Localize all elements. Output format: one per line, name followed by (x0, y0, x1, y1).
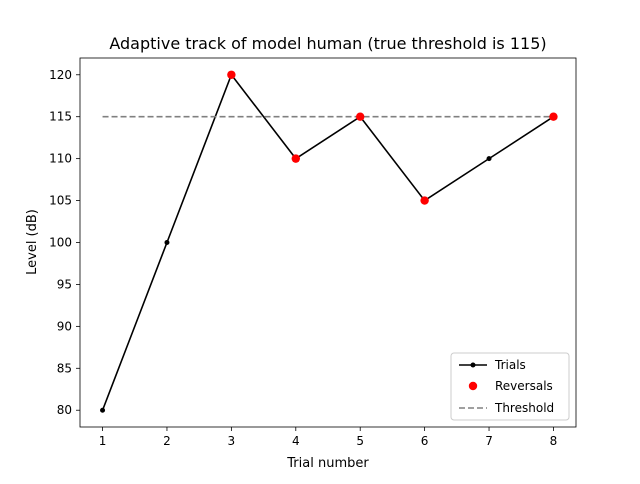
x-tick-label: 2 (163, 434, 171, 448)
y-tick-label: 105 (49, 194, 72, 208)
reversal-point (549, 112, 558, 121)
reversal-point (227, 70, 236, 79)
chart-title: Adaptive track of model human (true thre… (109, 34, 546, 53)
x-tick-label: 5 (356, 434, 364, 448)
x-tick-label: 4 (292, 434, 300, 448)
trial-point (164, 240, 170, 245)
x-tick-label: 1 (99, 434, 107, 448)
reversal-point (420, 196, 429, 205)
legend-trials-marker (470, 362, 476, 368)
x-axis-label: Trial number (286, 456, 369, 471)
plot-area: 1 2 3 4 5 6 7 8 80 85 90 95 100 105 110 115 120 (49, 57, 577, 448)
trial-point (100, 407, 106, 413)
x-tick-label: 7 (485, 434, 493, 448)
legend-label: Reversals (495, 379, 553, 393)
trial-point (486, 156, 492, 162)
reversal-point (291, 154, 300, 163)
y-tick-label: 80 (57, 403, 72, 417)
x-tick-label: 6 (421, 434, 429, 448)
y-tick-label: 100 (49, 236, 72, 250)
legend-label: Threshold (494, 401, 554, 415)
x-tick-label: 3 (228, 434, 236, 448)
y-tick-label: 95 (57, 277, 72, 291)
reversal-point (356, 112, 365, 121)
y-tick-label: 90 (57, 319, 72, 333)
y-axis-label: Level (dB) (25, 209, 40, 275)
trials-line (101, 73, 554, 411)
axes-frame (79, 57, 577, 428)
legend-label: Trials (494, 358, 526, 372)
legend-box (450, 352, 570, 421)
y-tick-label: 85 (57, 361, 72, 375)
legend-reversals-marker (468, 381, 478, 391)
x-tick-label: 8 (550, 434, 558, 448)
y-tick-label: 115 (49, 110, 72, 124)
y-tick-label: 110 (49, 152, 72, 166)
y-tick-label: 120 (49, 68, 72, 82)
legend: Trials Reversals Threshold (450, 352, 570, 421)
